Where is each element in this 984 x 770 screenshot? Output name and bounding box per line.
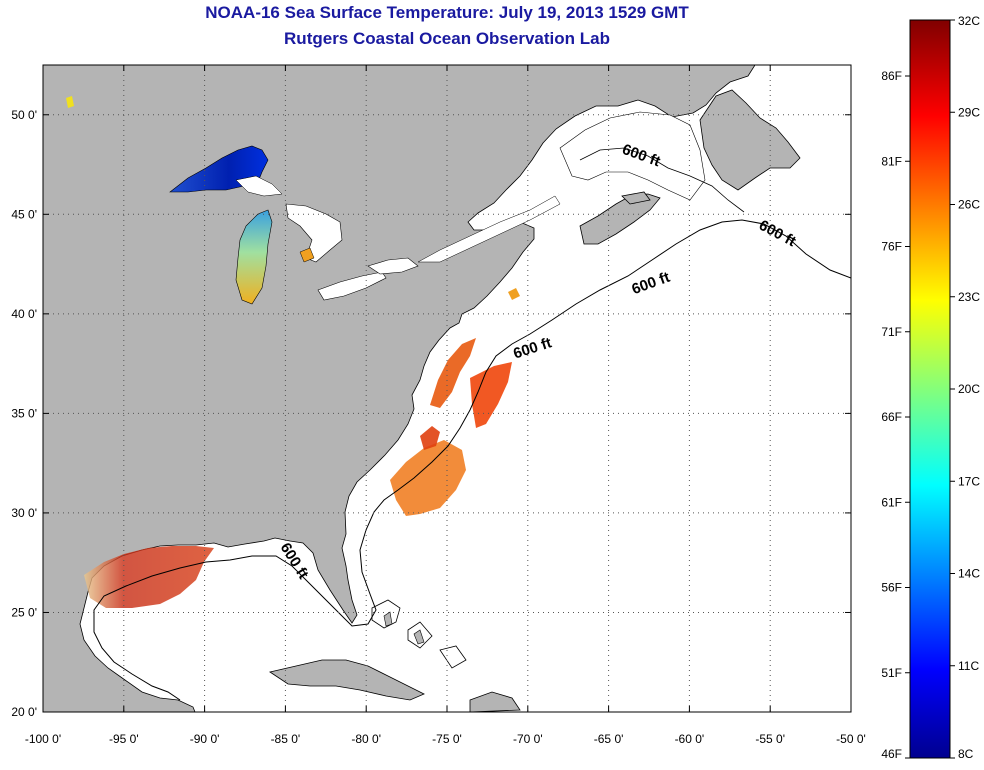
colorbar-celsius-label: 29C	[958, 105, 980, 119]
sst-lake-superior-fragment	[66, 96, 74, 108]
colorbar-celsius-label: 8C	[958, 747, 974, 761]
map-area	[43, 65, 851, 712]
lon-tick-label: -80 0'	[351, 732, 381, 746]
sst-offshore-patch	[470, 362, 512, 428]
colorbar-ticks	[905, 19, 955, 759]
lon-tick-label: -65 0'	[594, 732, 624, 746]
colorbar-fahrenheit-label: 81F	[881, 154, 902, 168]
sst-mid-atlantic-shelf	[430, 338, 476, 408]
lat-tick-label: 20 0'	[11, 705, 37, 719]
colorbar-fahrenheit-label: 76F	[881, 240, 902, 254]
isobath-600ft	[93, 219, 851, 701]
lake-ontario	[367, 257, 419, 275]
lake-michigan	[235, 209, 273, 305]
chart-title: NOAA-16 Sea Surface Temperature: July 19…	[205, 3, 689, 22]
colorbar-fahrenheit-label: 56F	[881, 581, 902, 595]
land-pei	[621, 191, 651, 205]
lon-tick-label: -55 0'	[755, 732, 785, 746]
lake-superior-white	[235, 175, 283, 197]
gulf-st-lawrence	[559, 111, 706, 201]
sst-gulf-of-maine	[508, 288, 520, 300]
colorbar-celsius-label: 20C	[958, 382, 980, 396]
lake-huron	[285, 203, 343, 263]
land-newfoundland	[699, 89, 801, 191]
lat-tick-label: 40 0'	[11, 307, 37, 321]
lon-tick-label: -70 0'	[513, 732, 543, 746]
lat-tick-label: 50 0'	[11, 108, 37, 122]
land-nova-scotia	[579, 193, 661, 245]
colorbar-fahrenheit-label: 51F	[881, 666, 902, 680]
land-hispaniola	[469, 691, 521, 712]
lon-tick-label: -85 0'	[271, 732, 301, 746]
colorbar-fahrenheit-label: 71F	[881, 325, 902, 339]
land-bahamas	[371, 599, 467, 669]
land-bahamas-fill	[383, 611, 425, 645]
chart-subtitle: Rutgers Coastal Ocean Observation Lab	[284, 29, 610, 48]
colorbar-celsius-label: 14C	[958, 567, 980, 581]
axis-tick-labels: -100 0' -95 0' -90 0' -85 0' -80 0' -75 0' -70…	[11, 108, 865, 746]
colorbar-celsius-label: 11C	[958, 659, 979, 673]
lon-tick-label: -90 0'	[190, 732, 220, 746]
lon-tick-label: -75 0'	[432, 732, 462, 746]
isobath-gulf-st-lawrence	[579, 147, 745, 213]
lat-tick-label: 45 0'	[11, 207, 37, 221]
colorbar-fahrenheit-label: 86F	[881, 69, 902, 83]
colorbar-celsius-label: 23C	[958, 290, 980, 304]
colorbar-celsius-label: 32C	[958, 14, 980, 28]
lat-tick-label: 30 0'	[11, 506, 37, 520]
axis-ticks	[42, 65, 852, 713]
st-lawrence-river	[417, 195, 561, 263]
colorbar-fahrenheit-label: 66F	[881, 410, 902, 424]
sst-carolina-shelf	[390, 440, 466, 516]
lon-tick-label: -100 0'	[25, 732, 61, 746]
lake-erie	[317, 271, 387, 301]
lon-tick-label: -95 0'	[109, 732, 139, 746]
lon-tick-label: -50 0'	[836, 732, 866, 746]
colorbar	[909, 19, 951, 759]
land-cuba	[269, 659, 425, 701]
colorbar-fahrenheit-label: 46F	[881, 747, 902, 761]
lat-tick-label: 25 0'	[11, 605, 37, 619]
lon-tick-label: -60 0'	[675, 732, 705, 746]
colorbar-fahrenheit-label: 61F	[881, 495, 902, 509]
sst-cape-hatteras	[420, 426, 440, 450]
lake-stclair	[299, 247, 315, 263]
colorbar-labels: 32C 29C 26C 23C 20C 17C 14C 11C 8C 86F 81F 76F 71F 66…	[881, 14, 980, 761]
colorbar-celsius-label: 17C	[958, 474, 980, 488]
colorbar-celsius-label: 26C	[958, 198, 980, 212]
lat-tick-label: 35 0'	[11, 406, 37, 420]
